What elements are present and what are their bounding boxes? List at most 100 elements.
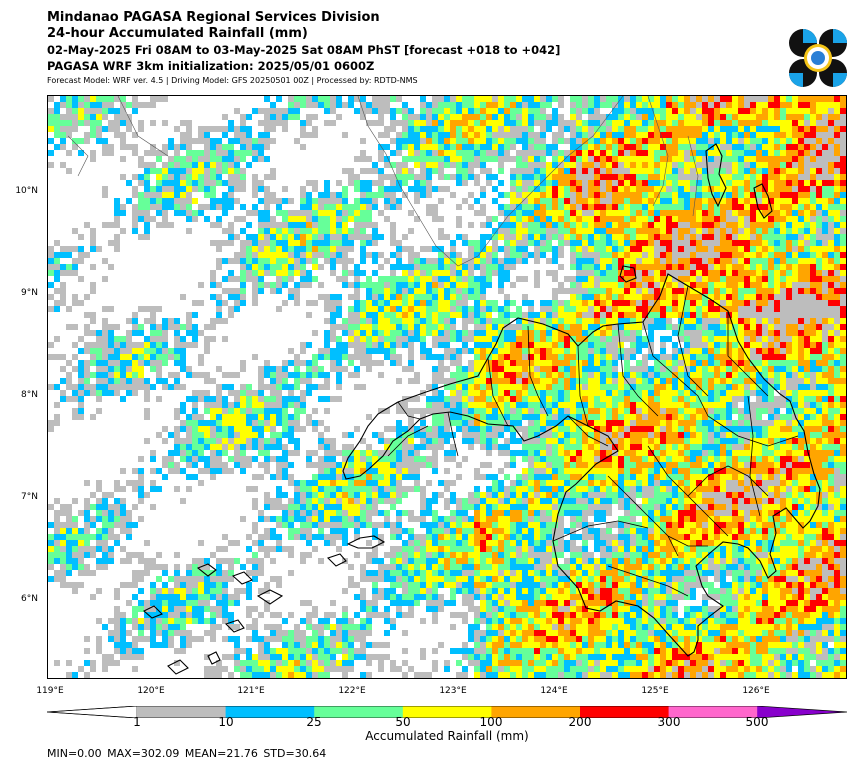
rain-cell (282, 120, 288, 126)
rain-cell (456, 162, 462, 168)
rain-cell (720, 324, 726, 330)
rain-cell (840, 336, 846, 342)
rain-cell (432, 378, 438, 384)
rain-cell (678, 228, 684, 234)
rain-cell (474, 390, 480, 396)
rain-cell (582, 312, 588, 318)
rain-cell (258, 156, 264, 162)
rain-cell (282, 234, 288, 240)
rain-cell (366, 216, 372, 222)
rain-cell (258, 390, 264, 396)
rain-cell (186, 228, 192, 234)
rain-cell (342, 198, 348, 204)
rain-cell (612, 240, 618, 246)
rain-cell (498, 234, 504, 240)
rain-cell (774, 198, 780, 204)
rain-cell (102, 318, 108, 324)
rain-cell (348, 360, 354, 366)
rain-cell (798, 258, 804, 264)
rain-cell (822, 126, 828, 132)
rain-cell (828, 300, 834, 306)
rain-cell (774, 234, 780, 240)
rain-cell (360, 198, 366, 204)
rain-cell (600, 270, 606, 276)
rain-cell (372, 192, 378, 198)
rain-cell (234, 300, 240, 306)
rain-cell (720, 288, 726, 294)
rain-cell (522, 144, 528, 150)
rain-cell (546, 120, 552, 126)
rain-cell (720, 132, 726, 138)
rain-cell (720, 270, 726, 276)
rain-cell (756, 144, 762, 150)
rain-cell (492, 378, 498, 384)
rain-cell (144, 348, 150, 354)
rain-cell (588, 222, 594, 228)
rain-cell (516, 306, 522, 312)
rain-cell (786, 282, 792, 288)
rain-cell (606, 120, 612, 126)
rain-cell (330, 192, 336, 198)
rain-cell (696, 336, 702, 342)
rain-cell (366, 300, 372, 306)
rain-cell (294, 222, 300, 228)
rain-cell (816, 108, 822, 114)
rain-cell (780, 384, 786, 390)
rain-cell (252, 150, 258, 156)
rain-cell (294, 228, 300, 234)
rain-cell (498, 366, 504, 372)
rain-cell (108, 306, 114, 312)
rain-cell (750, 222, 756, 228)
rain-cell (786, 360, 792, 366)
rain-cell (732, 240, 738, 246)
rain-cell (360, 318, 366, 324)
rain-cell (738, 360, 744, 366)
rain-cell (504, 294, 510, 300)
rain-cell (306, 360, 312, 366)
rain-cell (600, 234, 606, 240)
rain-cell (600, 96, 606, 102)
rain-cell (570, 246, 576, 252)
rain-cell (726, 384, 732, 390)
rain-cell (450, 330, 456, 336)
rain-cell (774, 324, 780, 330)
rain-cell (810, 342, 816, 348)
rain-cell (396, 354, 402, 360)
rain-cell (630, 234, 636, 240)
rain-cell (390, 306, 396, 312)
rain-cell (576, 114, 582, 120)
rain-cell (300, 234, 306, 240)
rain-cell (396, 258, 402, 264)
rain-cell (300, 246, 306, 252)
rain-cell (294, 384, 300, 390)
rain-cell (354, 264, 360, 270)
rain-cell (510, 300, 516, 306)
rain-cell (78, 396, 84, 402)
rain-cell (234, 174, 240, 180)
rain-cell (558, 366, 564, 372)
rain-cell (522, 348, 528, 354)
rain-cell (834, 222, 840, 228)
rain-cell (636, 378, 642, 384)
rain-cell (198, 204, 204, 210)
rain-cell (750, 120, 756, 126)
rain-cell (456, 120, 462, 126)
rain-cell (594, 360, 600, 366)
rain-cell (132, 222, 138, 228)
rain-cell (702, 312, 708, 318)
rain-cell (732, 252, 738, 258)
rain-cell (768, 336, 774, 342)
rain-cell (666, 396, 672, 402)
rain-cell (648, 168, 654, 174)
rain-cell (636, 264, 642, 270)
rain-cell (726, 108, 732, 114)
rain-cell (420, 186, 426, 192)
rain-cell (330, 198, 336, 204)
rain-cell (486, 348, 492, 354)
rain-cell (762, 258, 768, 264)
rain-cell (498, 120, 504, 126)
rain-cell (234, 390, 240, 396)
rain-cell (756, 162, 762, 168)
rain-cell (444, 366, 450, 372)
rain-cell (828, 180, 834, 186)
